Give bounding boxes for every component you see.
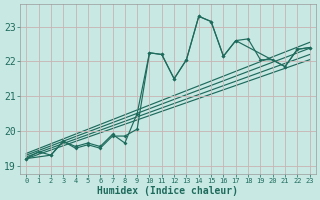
X-axis label: Humidex (Indice chaleur): Humidex (Indice chaleur) <box>98 186 238 196</box>
